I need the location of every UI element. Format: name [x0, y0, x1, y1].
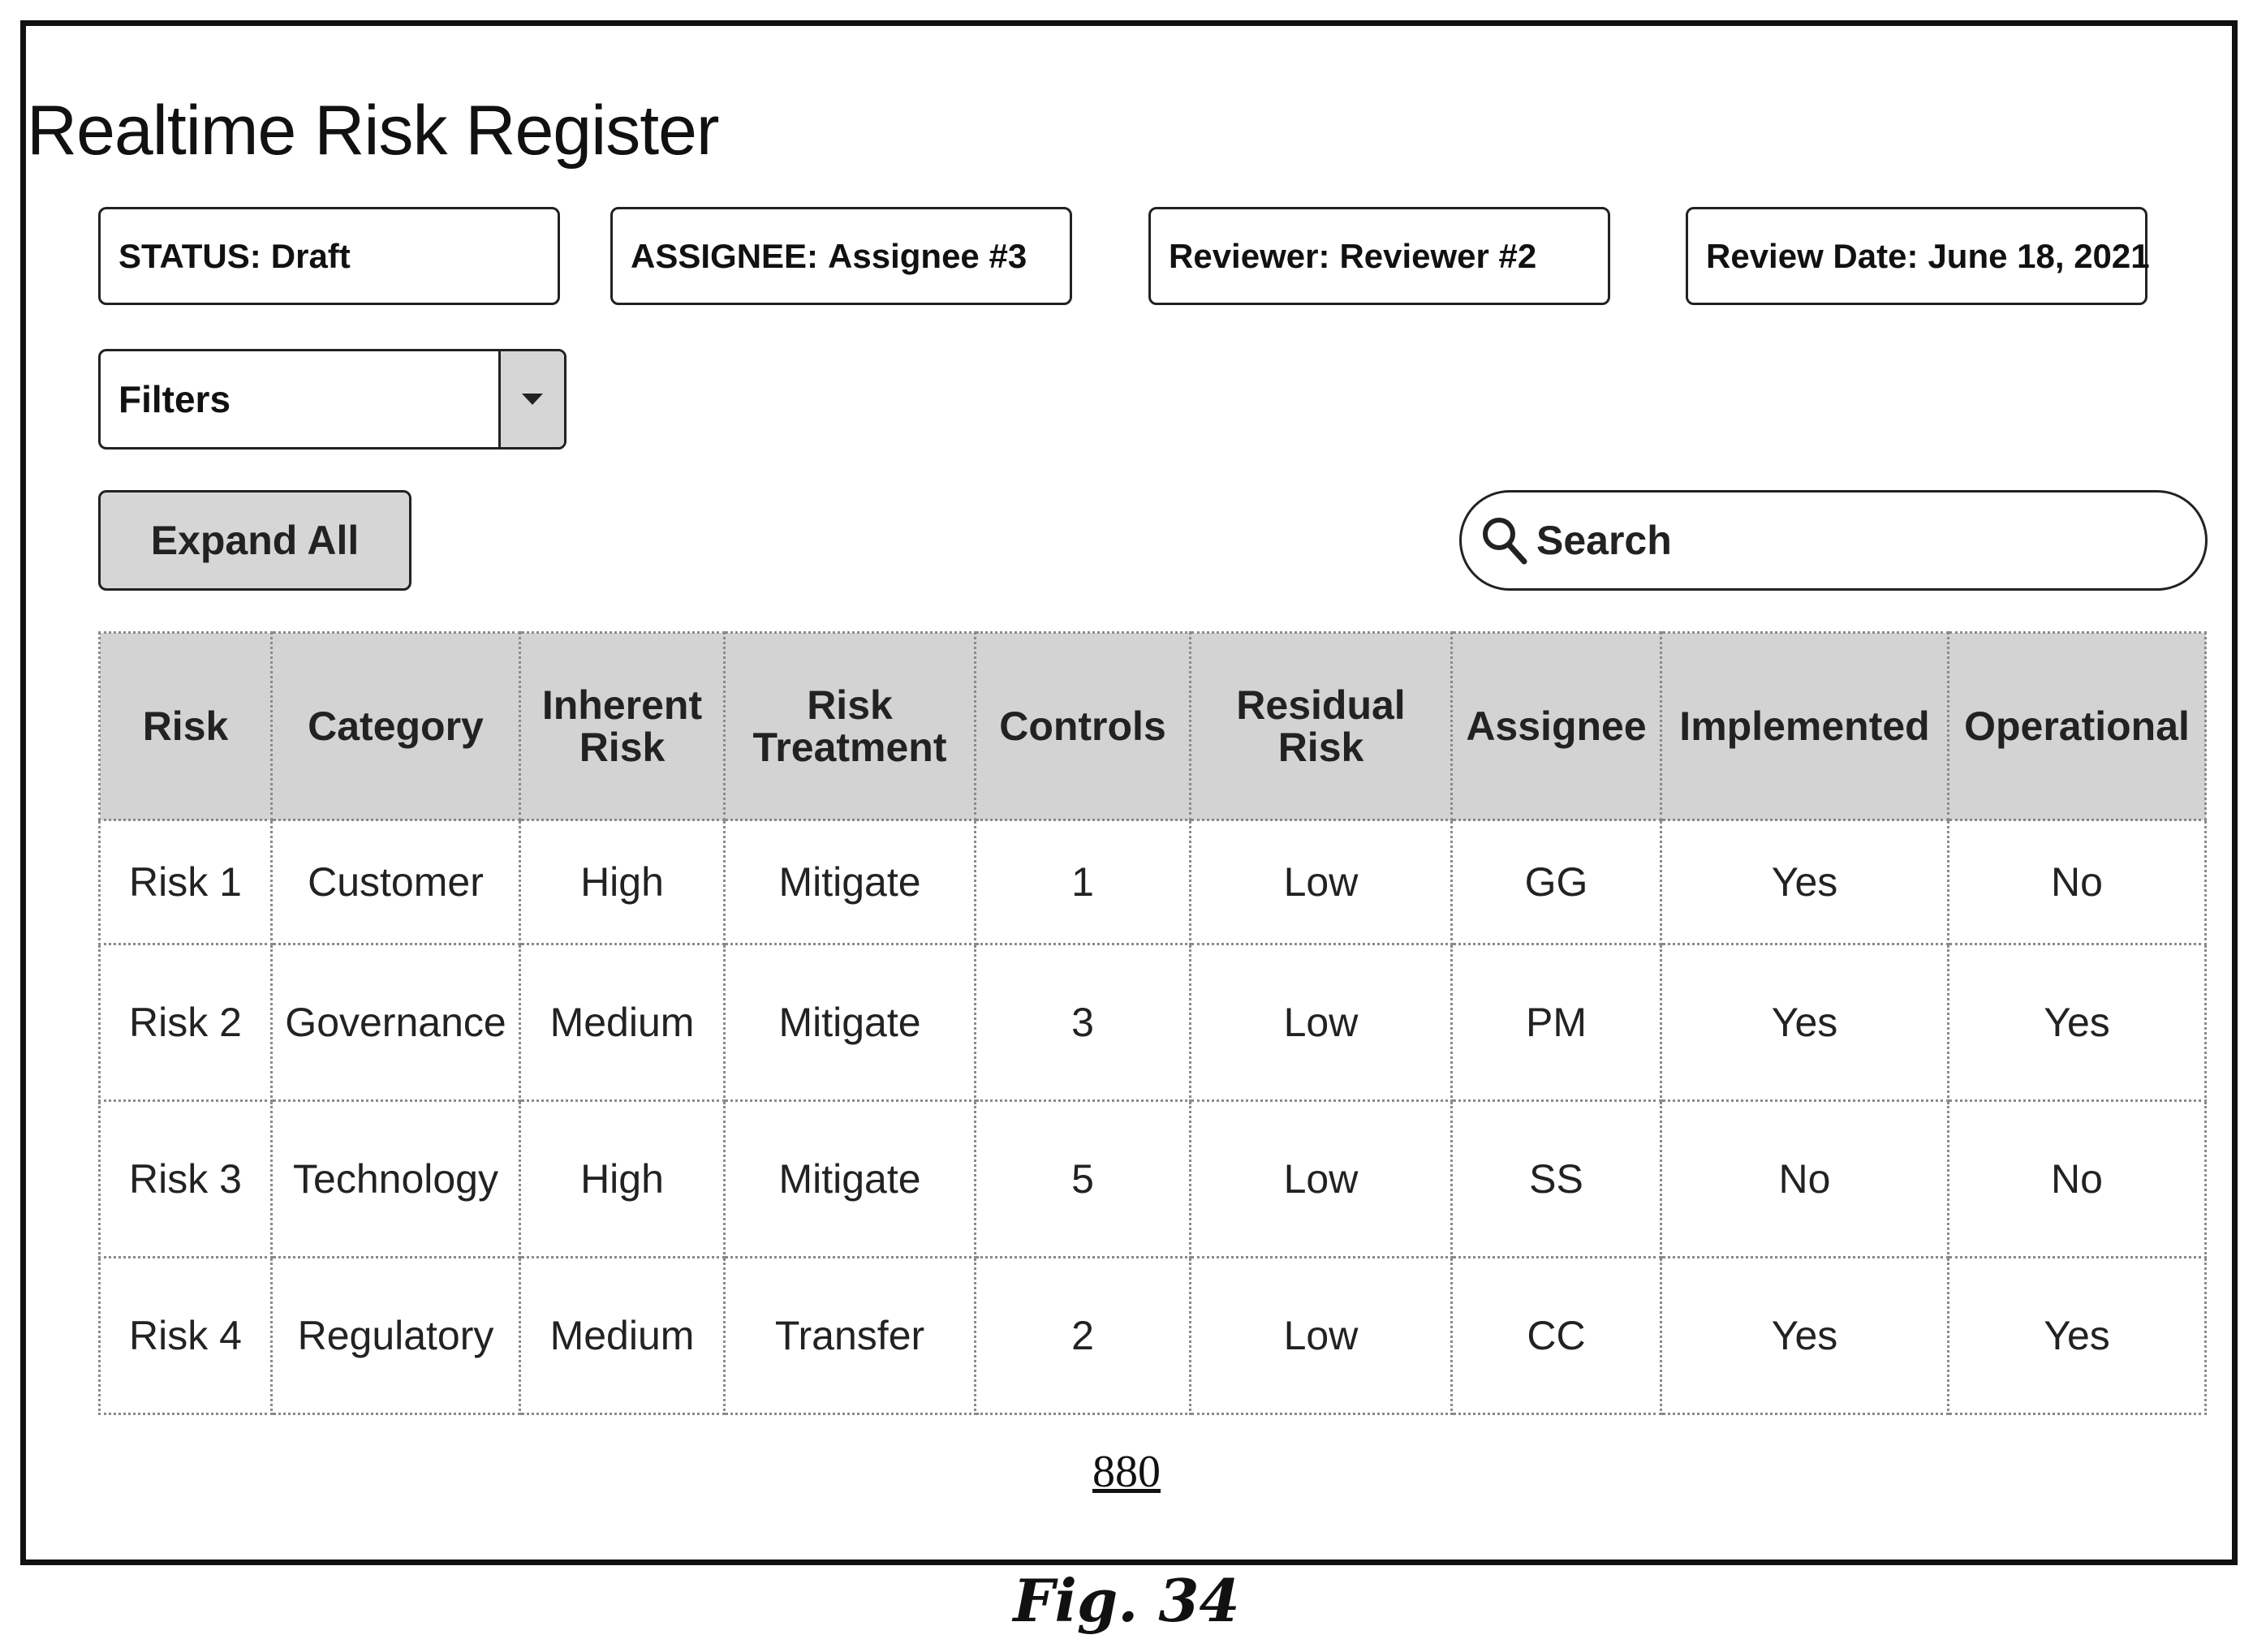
search-bar[interactable]	[1459, 490, 2208, 591]
column-header-controls[interactable]: Controls	[976, 633, 1191, 820]
cell-residual-risk: Low	[1191, 944, 1452, 1101]
filters-label: Filters	[101, 351, 498, 447]
reviewer-field: Reviewer: Reviewer #2	[1148, 207, 1610, 305]
cell-category: Customer	[272, 820, 520, 944]
cell-controls: 5	[976, 1101, 1191, 1258]
cell-risk-treatment: Transfer	[725, 1258, 976, 1414]
cell-controls: 1	[976, 820, 1191, 944]
table-row[interactable]: Risk 1 Customer High Mitigate 1 Low GG Y…	[100, 820, 2206, 944]
cell-assignee: CC	[1452, 1258, 1661, 1414]
reference-number: 880	[0, 1446, 2253, 1498]
column-header-assignee[interactable]: Assignee	[1452, 633, 1661, 820]
filters-dropdown-button[interactable]	[498, 351, 564, 447]
status-value: Draft	[271, 237, 351, 276]
column-header-risk[interactable]: Risk	[100, 633, 272, 820]
cell-category: Governance	[272, 944, 520, 1101]
cell-operational: No	[1949, 1101, 2206, 1258]
risk-table: Risk Category Inherent Risk Risk Treatme…	[98, 631, 2207, 1415]
column-header-implemented[interactable]: Implemented	[1661, 633, 1949, 820]
cell-implemented: Yes	[1661, 944, 1949, 1101]
cell-risk: Risk 4	[100, 1258, 272, 1414]
cell-inherent-risk: High	[520, 1101, 725, 1258]
cell-residual-risk: Low	[1191, 820, 1452, 944]
cell-risk: Risk 2	[100, 944, 272, 1101]
cell-risk: Risk 1	[100, 820, 272, 944]
triangle-down-icon	[522, 394, 543, 405]
status-field: STATUS: Draft	[98, 207, 560, 305]
review-date-value: June 18, 2021	[1928, 237, 2149, 276]
table-row[interactable]: Risk 4 Regulatory Medium Transfer 2 Low …	[100, 1258, 2206, 1414]
reviewer-label: Reviewer:	[1169, 237, 1329, 276]
column-header-inherent-risk[interactable]: Inherent Risk	[520, 633, 725, 820]
cell-category: Technology	[272, 1101, 520, 1258]
cell-risk-treatment: Mitigate	[725, 944, 976, 1101]
cell-residual-risk: Low	[1191, 1258, 1452, 1414]
column-header-operational[interactable]: Operational	[1949, 633, 2206, 820]
table-header-row: Risk Category Inherent Risk Risk Treatme…	[100, 633, 2206, 820]
reviewer-value: Reviewer #2	[1339, 237, 1536, 276]
cell-controls: 2	[976, 1258, 1191, 1414]
column-header-category[interactable]: Category	[272, 633, 520, 820]
column-header-risk-treatment[interactable]: Risk Treatment	[725, 633, 976, 820]
cell-inherent-risk: Medium	[520, 1258, 725, 1414]
expand-all-button[interactable]: Expand All	[98, 490, 411, 591]
filters-dropdown[interactable]: Filters	[98, 349, 566, 450]
table-row[interactable]: Risk 3 Technology High Mitigate 5 Low SS…	[100, 1101, 2206, 1258]
cell-residual-risk: Low	[1191, 1101, 1452, 1258]
cell-operational: Yes	[1949, 1258, 2206, 1414]
cell-risk: Risk 3	[100, 1101, 272, 1258]
cell-category: Regulatory	[272, 1258, 520, 1414]
cell-risk-treatment: Mitigate	[725, 820, 976, 944]
cell-risk-treatment: Mitigate	[725, 1101, 976, 1258]
assignee-label: ASSIGNEE:	[631, 237, 818, 276]
review-date-field: Review Date: June 18, 2021	[1686, 207, 2147, 305]
review-date-label: Review Date:	[1706, 237, 1918, 276]
magnifier-icon	[1480, 514, 1530, 567]
cell-inherent-risk: Medium	[520, 944, 725, 1101]
search-input[interactable]	[1536, 517, 2169, 564]
cell-operational: Yes	[1949, 944, 2206, 1101]
cell-assignee: GG	[1452, 820, 1661, 944]
table-row[interactable]: Risk 2 Governance Medium Mitigate 3 Low …	[100, 944, 2206, 1101]
cell-implemented: Yes	[1661, 820, 1949, 944]
cell-implemented: Yes	[1661, 1258, 1949, 1414]
assignee-field: ASSIGNEE: Assignee #3	[610, 207, 1072, 305]
column-header-residual-risk[interactable]: Residual Risk	[1191, 633, 1452, 820]
page-title: Realtime Risk Register	[27, 96, 719, 166]
assignee-value: Assignee #3	[828, 237, 1027, 276]
figure-caption: Fig. 34	[0, 1566, 2253, 1635]
cell-implemented: No	[1661, 1101, 1949, 1258]
cell-operational: No	[1949, 820, 2206, 944]
status-label: STATUS:	[118, 237, 261, 276]
cell-assignee: PM	[1452, 944, 1661, 1101]
cell-assignee: SS	[1452, 1101, 1661, 1258]
cell-controls: 3	[976, 944, 1191, 1101]
cell-inherent-risk: High	[520, 820, 725, 944]
